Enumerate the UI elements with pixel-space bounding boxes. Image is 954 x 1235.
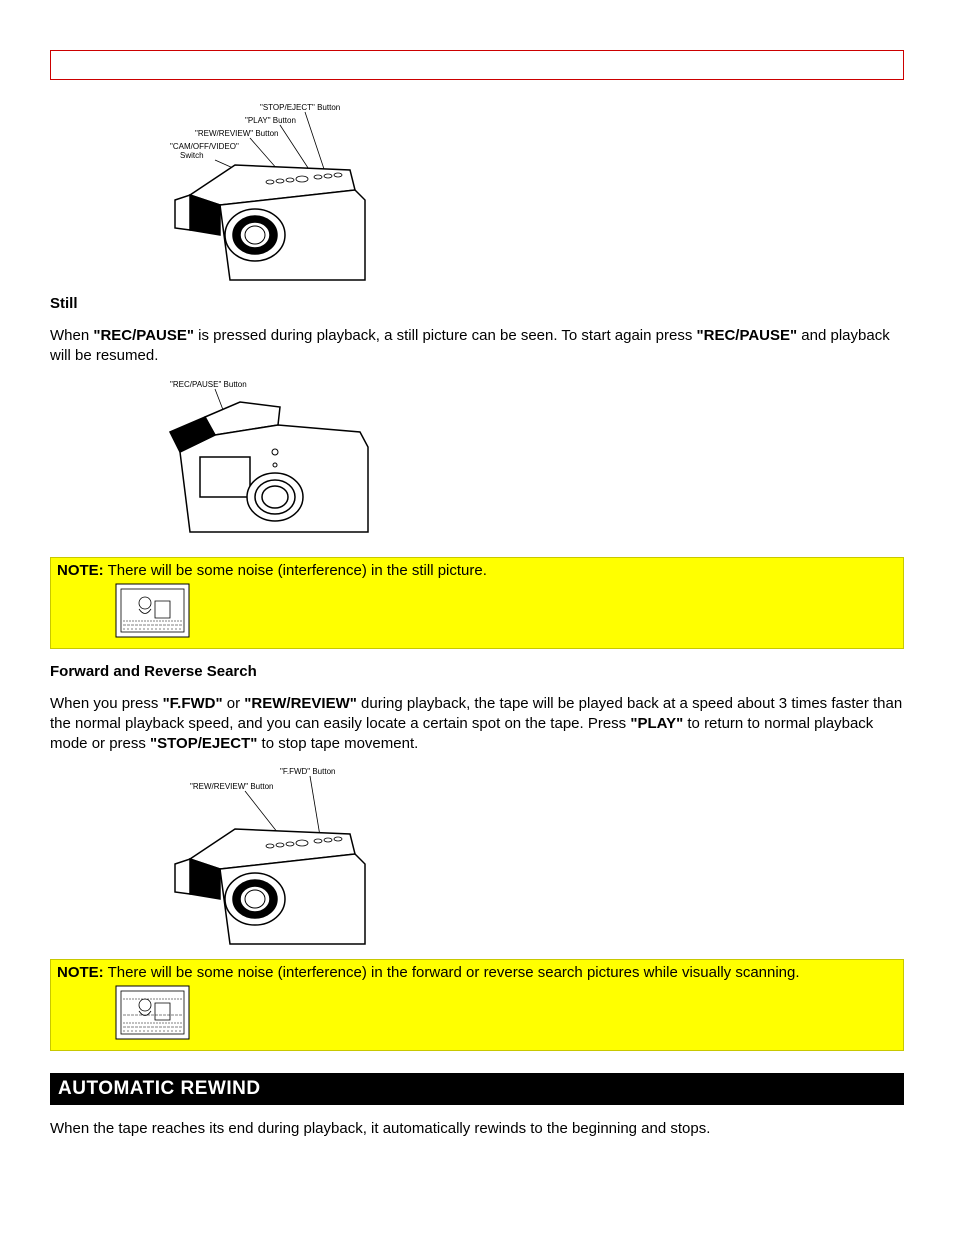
camera-ffwd-rew-diagram: "F.FWD" Button "REW/REVIEW" Button [160,764,904,949]
top-rule-box [50,50,904,80]
text-frag: is pressed during playback, a still pict… [194,327,697,344]
ffwd-label: "F.FWD" Button [280,767,335,776]
rew-review-label-2: "REW/REVIEW" Button [190,782,273,791]
stop-eject-label: "STOP/EJECT" Button [260,103,340,112]
ffwd-bold: "F.FWD" [163,695,223,712]
note-prefix-2: NOTE: [57,964,104,981]
play-bold: "PLAY" [630,715,683,732]
text-frag: or [223,695,245,712]
rew-review-bold: "REW/REVIEW" [244,695,357,712]
still-paragraph: When "REC/PAUSE" is pressed during playb… [50,326,904,367]
note-box-still: NOTE: There will be some noise (interfer… [50,557,904,649]
search-heading: Forward and Reverse Search [50,663,904,680]
rec-pause-bold-1: "REC/PAUSE" [93,327,194,344]
camera-top-buttons-diagram: "STOP/EJECT" Button "PLAY" Button "REW/R… [160,100,904,285]
text-frag: When you press [50,695,163,712]
still-heading: Still [50,295,904,312]
auto-rewind-paragraph: When the tape reaches its end during pla… [50,1119,904,1139]
rew-review-label: "REW/REVIEW" Button [195,129,278,138]
note-text-2: There will be some noise (interference) … [104,964,800,981]
noise-thumbnail-2 [115,985,897,1044]
camera-rec-pause-diagram: "REC/PAUSE" Button [160,377,904,547]
text-frag: to stop tape movement. [257,735,418,752]
cam-off-video-label-2: Switch [180,151,204,160]
noise-thumbnail [115,583,897,642]
cam-off-video-label-1: "CAM/OFF/VIDEO" [170,142,239,151]
rec-pause-bold-2: "REC/PAUSE" [697,327,798,344]
search-paragraph: When you press "F.FWD" or "REW/REVIEW" d… [50,694,904,755]
text-frag: When [50,327,93,344]
rec-pause-label: "REC/PAUSE" Button [170,380,247,389]
stop-eject-bold: "STOP/EJECT" [150,735,257,752]
note-prefix: NOTE: [57,562,104,579]
play-label: "PLAY" Button [245,116,296,125]
note-text: There will be some noise (interference) … [104,562,487,579]
automatic-rewind-header: AUTOMATIC REWIND [50,1073,904,1105]
note-box-search: NOTE: There will be some noise (interfer… [50,959,904,1051]
